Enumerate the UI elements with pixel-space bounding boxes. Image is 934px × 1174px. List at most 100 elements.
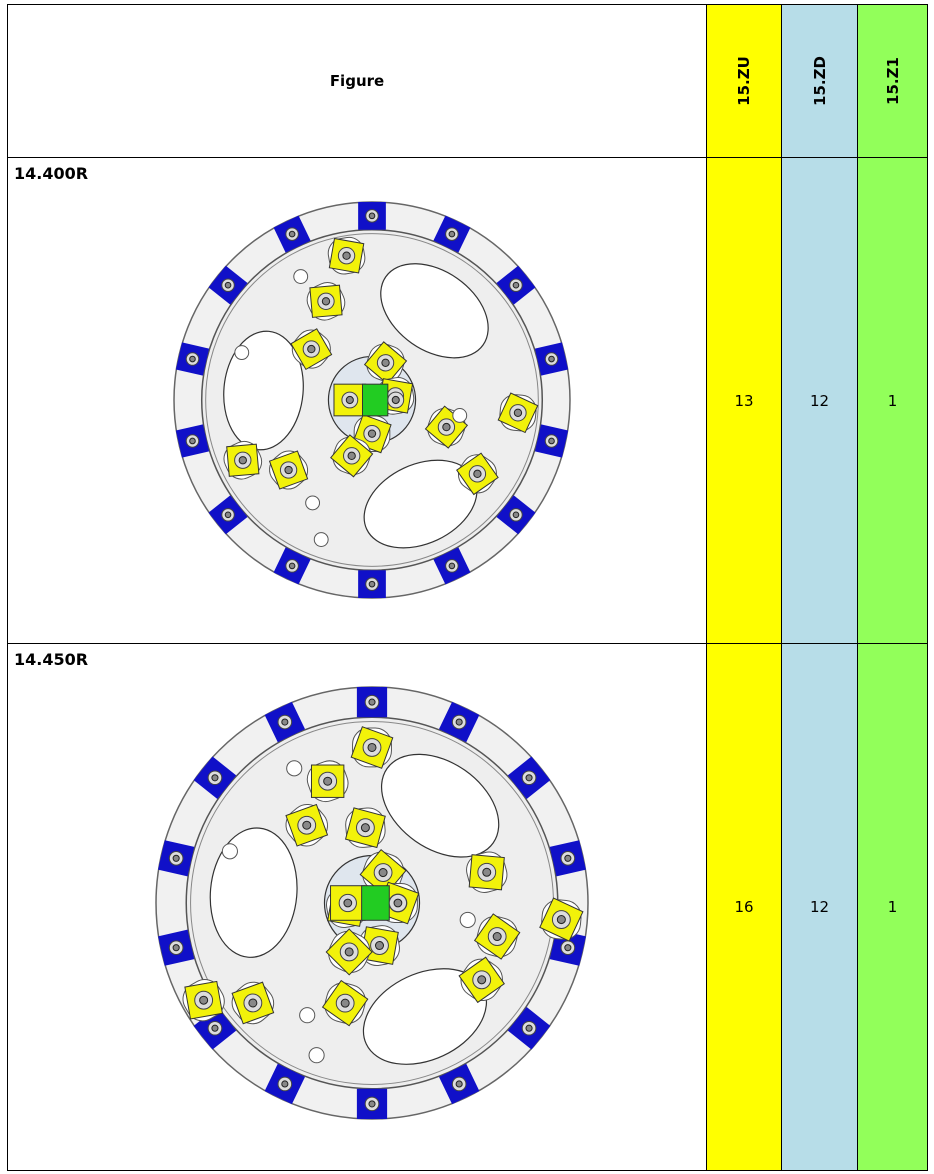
bolt-core	[512, 511, 520, 519]
cutout	[380, 753, 500, 858]
bolt-core	[368, 212, 376, 220]
bolt-core	[548, 355, 555, 363]
bolt-core	[211, 774, 219, 782]
row: 14.450R 16 12 1	[7, 643, 928, 1171]
bolt-core	[199, 995, 209, 1005]
bolt-core	[248, 998, 258, 1008]
value-cell: 1	[857, 643, 928, 1171]
bolt-core	[473, 469, 482, 478]
bolt-core	[448, 230, 456, 238]
bolt-core	[302, 820, 312, 830]
bolt-core	[477, 975, 487, 985]
hole	[221, 843, 238, 860]
figure-cell: 14.450R	[7, 643, 707, 1171]
wheel-figure	[155, 686, 589, 1120]
hole	[234, 345, 250, 361]
header-row: Figure 15.ZU 15.ZD 15.Z1	[7, 4, 928, 158]
row-label: 14.450R	[14, 650, 89, 669]
bolt-core	[288, 562, 296, 570]
bolt-core	[482, 867, 492, 877]
bolt-core	[284, 465, 293, 475]
figure-cell: 14.400R	[7, 157, 707, 644]
cutout	[223, 330, 304, 451]
bolt-core	[455, 1080, 463, 1088]
bolt-core	[189, 437, 196, 445]
bolt-core	[455, 718, 463, 726]
bolt-core	[564, 944, 572, 952]
hole	[299, 1007, 316, 1024]
hole	[452, 408, 468, 423]
bolt-core	[224, 511, 232, 519]
header-text: 15.Z1	[883, 57, 902, 105]
bolt-core	[360, 823, 370, 833]
bolt-core	[288, 230, 296, 238]
header-text: 15.ZD	[810, 56, 829, 106]
bolt-core	[564, 854, 572, 862]
hole	[286, 760, 303, 777]
ring-inner	[205, 233, 539, 567]
bolt-core	[378, 868, 388, 878]
value: 13	[734, 391, 754, 410]
bolt-core	[512, 281, 520, 289]
header-text: 15.ZU	[734, 56, 753, 106]
bolt-core	[281, 718, 289, 726]
bolt-core	[281, 1080, 289, 1088]
bolt-core	[548, 437, 555, 445]
center-green	[361, 383, 389, 417]
bolt-core	[367, 742, 377, 752]
bolt-core	[492, 932, 502, 942]
bolt-core	[381, 358, 390, 367]
value: 1	[887, 898, 898, 916]
bolt-core	[367, 429, 377, 438]
bolt-core	[368, 580, 376, 588]
value: 16	[734, 898, 754, 916]
bolt-core	[343, 898, 353, 908]
cutout	[209, 827, 298, 958]
bolt-core	[224, 281, 232, 289]
bolt-core	[345, 395, 354, 405]
header-cell: 15.Z1	[857, 4, 928, 158]
value: 12	[809, 898, 830, 916]
bolt-core	[347, 451, 356, 460]
hole	[293, 269, 309, 284]
hole	[308, 1047, 325, 1064]
bolt-core	[393, 898, 403, 908]
value-cell: 12	[781, 643, 858, 1171]
value-cell: 12	[781, 157, 858, 644]
bolt-core	[238, 456, 247, 465]
bolt-core	[391, 395, 400, 405]
header-text: Figure	[329, 72, 385, 90]
row: 14.400R 13 12 1	[7, 157, 928, 644]
value-cell: 1	[857, 157, 928, 644]
value-cell: 13	[706, 157, 782, 644]
bolt-core	[340, 998, 350, 1008]
center-green	[361, 885, 390, 921]
value: 1	[887, 391, 898, 410]
bolt-core	[172, 854, 180, 862]
bolt-core	[556, 915, 566, 925]
bolt-core	[448, 562, 456, 570]
hole	[313, 532, 329, 547]
value-cell: 16	[706, 643, 782, 1171]
bolt-core	[323, 776, 333, 786]
cutout	[380, 263, 489, 359]
bolt-core	[342, 251, 351, 260]
row-label: 14.400R	[14, 164, 89, 183]
bolt-core	[368, 1100, 376, 1108]
table: Figure 15.ZU 15.ZD 15.Z1 14.400R 13 12 1…	[7, 4, 928, 1171]
header-cell: 15.ZD	[781, 4, 858, 158]
bolt-core	[525, 1024, 533, 1032]
bolt-core	[513, 408, 523, 417]
hole	[305, 495, 321, 511]
hole	[459, 911, 476, 928]
bolt-core	[368, 698, 376, 706]
value: 12	[809, 391, 830, 410]
bolt-core	[374, 941, 385, 951]
bolt-core	[189, 355, 196, 363]
bolt-core	[307, 344, 316, 354]
bolt-core	[344, 947, 354, 957]
bolt-core	[211, 1024, 219, 1032]
bolt-core	[172, 944, 180, 952]
bolt-core	[525, 774, 533, 782]
